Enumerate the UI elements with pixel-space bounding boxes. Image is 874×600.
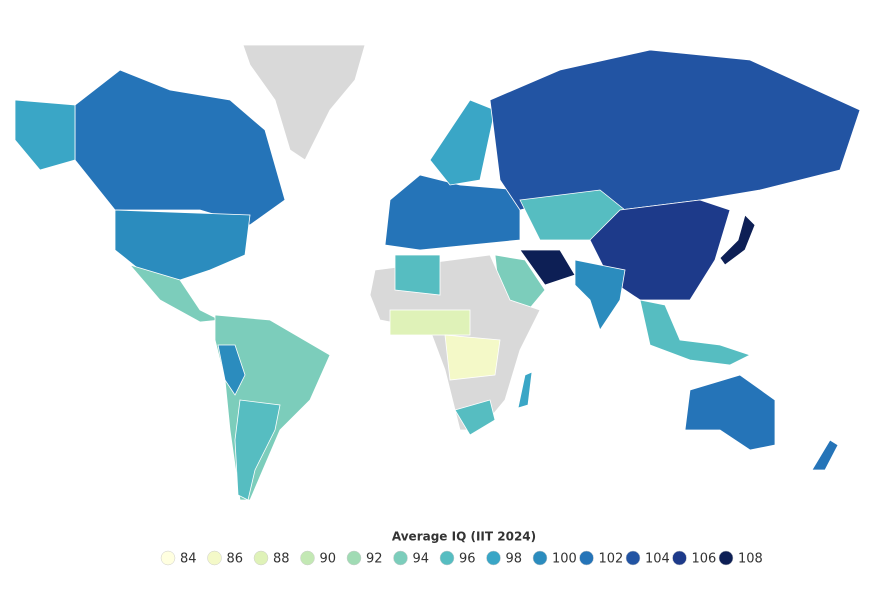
- legend-label[interactable]: 86: [227, 552, 244, 567]
- peru: [217, 344, 246, 396]
- legend-swatch[interactable]: [486, 550, 501, 566]
- legend-swatch[interactable]: [439, 550, 455, 566]
- canada: [74, 69, 286, 226]
- europe: [384, 174, 521, 251]
- legend-label[interactable]: 96: [459, 552, 476, 567]
- legend-swatch[interactable]: [160, 550, 176, 566]
- west-africa: [389, 309, 471, 336]
- legend-label[interactable]: 104: [645, 552, 670, 567]
- legend-label[interactable]: 90: [320, 552, 337, 567]
- russia: [489, 49, 861, 211]
- scandinavia: [429, 99, 496, 186]
- legend-label[interactable]: 102: [599, 552, 624, 567]
- madagascar: [517, 371, 533, 409]
- legend-label[interactable]: 98: [506, 552, 523, 567]
- legend-swatch[interactable]: [672, 550, 687, 566]
- legend-label[interactable]: 100: [552, 552, 577, 567]
- australia: [684, 374, 776, 451]
- legend-swatch[interactable]: [579, 550, 594, 566]
- legend-label[interactable]: 92: [366, 552, 383, 567]
- legend-swatch[interactable]: [625, 550, 641, 566]
- greenland: [242, 44, 366, 161]
- legend-label[interactable]: 88: [273, 552, 290, 567]
- south-africa: [454, 399, 496, 436]
- legend-swatch[interactable]: [718, 550, 734, 566]
- central-africa: [444, 334, 501, 381]
- legend-swatch[interactable]: [346, 550, 362, 566]
- legend: 84 86 88 90 92 94 96 98 100 102 104 106 108: [160, 550, 763, 567]
- alaska: [14, 99, 76, 171]
- new-zealand: [811, 439, 839, 471]
- legend-label[interactable]: 106: [692, 552, 717, 567]
- legend-swatch[interactable]: [393, 550, 408, 566]
- japan: [719, 214, 756, 266]
- legend-label[interactable]: 108: [738, 552, 763, 567]
- southern-cone: [234, 399, 281, 501]
- legend-swatch[interactable]: [300, 550, 315, 566]
- india: [574, 259, 626, 331]
- north-africa: [394, 254, 441, 296]
- legend-title: Average IQ (IIT 2024): [392, 530, 536, 544]
- legend-label[interactable]: 94: [413, 552, 430, 567]
- legend-swatch[interactable]: [253, 550, 269, 566]
- legend-label[interactable]: 84: [180, 552, 197, 567]
- countries: [14, 44, 861, 501]
- usa: [114, 209, 251, 281]
- legend-swatch[interactable]: [532, 550, 548, 566]
- legend-swatch[interactable]: [207, 550, 222, 566]
- southeast-asia: [639, 299, 752, 366]
